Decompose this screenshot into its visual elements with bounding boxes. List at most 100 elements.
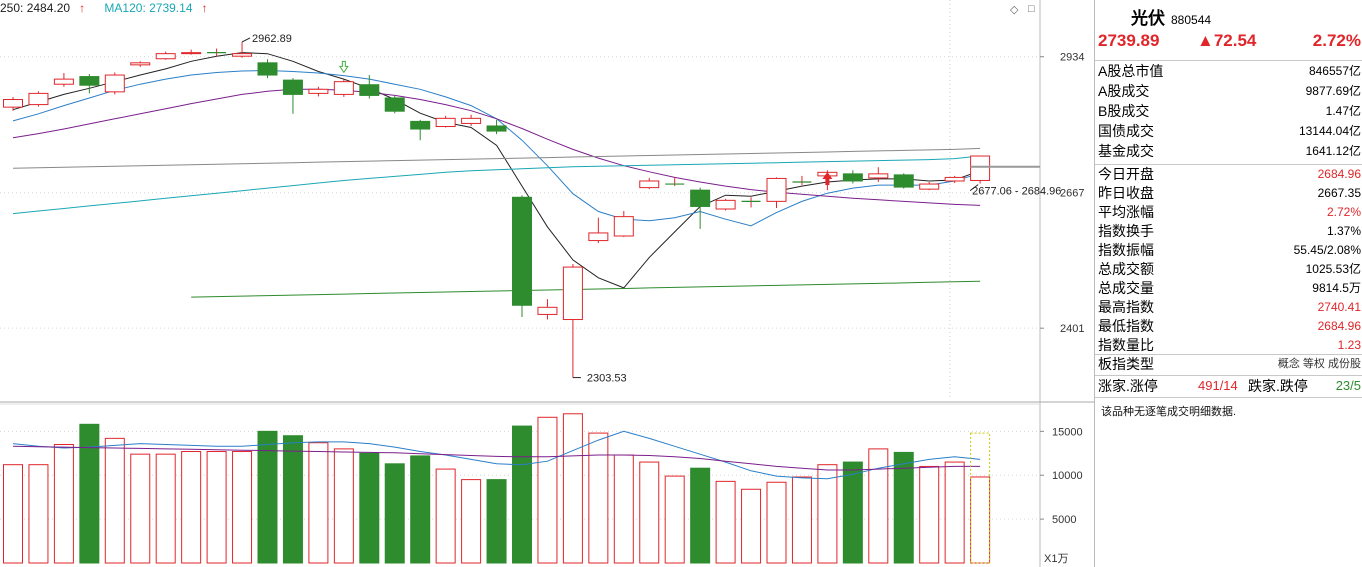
index-title: 光伏 880544	[1131, 4, 1211, 29]
candle-body	[155, 53, 176, 60]
divider	[1095, 60, 1362, 61]
volume-bar	[944, 461, 965, 564]
board-type-tags[interactable]: 概念 等权 成份股	[1277, 358, 1361, 370]
candle-body	[435, 117, 456, 127]
quote-row-label: 总成交量	[1098, 280, 1154, 296]
volume-bar	[690, 467, 711, 564]
volume-ma-line	[12, 445, 981, 471]
quote-row-label: B股成交	[1098, 103, 1150, 119]
quote-row-value: 9877.69亿	[1305, 84, 1361, 98]
candle-body	[104, 74, 125, 93]
volume-bar	[868, 448, 889, 564]
quote-row-value: 846557亿	[1308, 64, 1361, 78]
volume-bar	[893, 451, 914, 564]
price-change: ▲72.54	[1197, 31, 1257, 50]
quote-row: A股总市值 846557亿	[1098, 62, 1361, 81]
candle-body	[130, 62, 151, 66]
quote-row: 指数振幅 55.45/2.08%	[1098, 241, 1361, 260]
board-type-row: 板指类型 概念 等权 成份股	[1098, 355, 1361, 374]
volume-bar	[817, 464, 838, 564]
volume-bar	[79, 423, 100, 564]
volume-bar	[104, 437, 125, 564]
volume-highlight	[970, 432, 991, 564]
candle-body	[562, 266, 583, 321]
candle-body	[639, 180, 660, 189]
scroll-toggle-icon[interactable]: □	[1028, 3, 1035, 15]
quote-row: 今日开盘 2684.96	[1098, 165, 1361, 184]
price-row: 2739.89 ▲72.54 2.72%	[1095, 31, 1362, 55]
quote-row-value: 9814.5万	[1312, 281, 1361, 295]
candle-body	[690, 189, 711, 207]
volume-bar	[308, 442, 329, 564]
volume-bar	[715, 480, 736, 564]
divider	[1095, 164, 1362, 165]
quote-row-label: 昨日收盘	[1098, 185, 1154, 201]
quote-row-label: 指数换手	[1098, 223, 1154, 239]
quote-row-value: 1.23	[1337, 338, 1361, 352]
quote-row: 基金成交 1641.12亿	[1098, 142, 1361, 161]
volume-ma-line	[12, 430, 981, 480]
candle-body	[588, 232, 609, 242]
ma250-legend: 250: 2484.20 ↑	[0, 1, 86, 15]
candle-body	[893, 174, 914, 188]
volume-bar	[130, 453, 151, 564]
quote-row: 最高指数 2740.41	[1098, 298, 1361, 317]
candle-body	[3, 98, 23, 108]
quote-panel: 光伏 880544 2739.89 ▲72.54 2.72% A股总市值 84655…	[1094, 0, 1362, 567]
buy-signal-icon	[822, 172, 833, 186]
volume-bar	[3, 464, 23, 564]
diamond-icon[interactable]: ◇	[1010, 4, 1019, 16]
sell-signal-icon	[338, 60, 349, 74]
ma-line	[12, 88, 981, 206]
candle-body	[486, 125, 507, 132]
volume-bar	[28, 464, 49, 564]
high-marker	[241, 37, 251, 43]
volume-bar	[842, 461, 863, 564]
quote-row-value: 1025.53亿	[1305, 262, 1361, 276]
rise-label: 涨家.涨停	[1098, 378, 1158, 394]
candle-body	[232, 53, 253, 57]
kline-chart[interactable]: 2934 2667 2401 15000 10000 5000 2962.89 2303.5…	[0, 0, 1094, 567]
volume-bar	[333, 448, 354, 564]
volume-bar	[639, 461, 660, 564]
volume-bar	[919, 465, 940, 564]
quote-row-label: A股总市值	[1098, 63, 1164, 79]
volume-bar	[232, 451, 253, 564]
candle-body	[715, 199, 736, 210]
quote-row-label: 国债成交	[1098, 123, 1154, 139]
volume-bar	[741, 488, 762, 564]
quote-row-label: 总成交额	[1098, 261, 1154, 277]
volume-tick-label: 10000	[1052, 470, 1083, 482]
volume-bar	[257, 430, 278, 564]
volume-bar	[384, 463, 405, 564]
quote-row: 总成交量 9814.5万	[1098, 279, 1361, 298]
candle-body	[537, 306, 558, 315]
last-price: 2739.89	[1098, 31, 1160, 50]
candle-body	[970, 155, 991, 181]
quote-row: 国债成交 13144.04亿	[1098, 122, 1361, 141]
candle-body	[461, 117, 482, 124]
ma-line	[191, 280, 981, 298]
quote-row-label: 基金成交	[1098, 143, 1154, 159]
quote-row-label: 最低指数	[1098, 318, 1154, 334]
candle-body	[384, 97, 405, 112]
fall-value: 23/5	[1335, 378, 1361, 393]
candle-body	[282, 79, 303, 95]
quote-row-value: 2740.41	[1317, 300, 1361, 314]
index-name: 光伏	[1131, 9, 1165, 28]
candle-body	[181, 52, 202, 55]
quote-row-value: 2667.35	[1317, 186, 1361, 200]
index-code: 880544	[1171, 13, 1212, 27]
price-tick-label: 2667	[1060, 188, 1084, 200]
quote-row-label: 指数振幅	[1098, 242, 1154, 258]
ma-line	[12, 52, 981, 289]
quote-row-value: 2.72%	[1326, 205, 1361, 219]
candle-body	[410, 120, 431, 130]
quote-row-label: A股成交	[1098, 83, 1150, 99]
volume-bar	[537, 416, 558, 564]
volume-unit-label: X1万	[1044, 553, 1069, 565]
kline-chart-area[interactable]: 2934 2667 2401 15000 10000 5000 2962.89 2303.5…	[0, 0, 1094, 567]
volume-bar	[970, 476, 991, 564]
volume-bar	[461, 479, 482, 564]
board-type-label: 板指类型	[1098, 356, 1154, 372]
